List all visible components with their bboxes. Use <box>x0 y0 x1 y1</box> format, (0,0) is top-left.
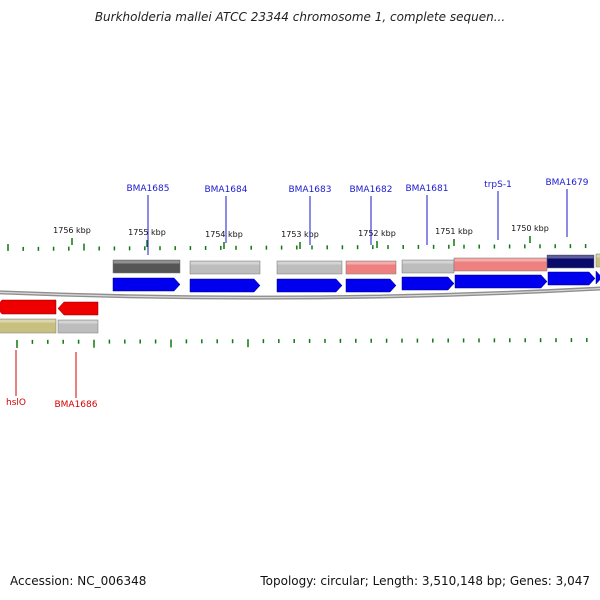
scale-label: 1754 kbp <box>205 230 243 239</box>
gene-labels[interactable]: BMA1685 BMA1684 BMA1683 BMA1682 BMA1681 trpS-… <box>6 178 589 410</box>
gene-bar-shine <box>547 255 594 259</box>
gene-bar-shine <box>113 260 180 264</box>
gene-bar[interactable] <box>112 259 181 274</box>
gene-bar[interactable] <box>57 319 99 334</box>
gene-label[interactable]: BMA1679 <box>545 178 588 188</box>
top-tick-track <box>7 243 587 251</box>
scale-label: 1755 kbp <box>128 228 166 237</box>
cds-arrow-forward[interactable] <box>401 276 455 291</box>
gene-bar[interactable] <box>595 253 600 268</box>
scale-labels: 1756 kbp 1755 kbp 1754 kbp 1753 kbp 1752 kbp… <box>53 224 549 249</box>
cds-arrow-forward[interactable] <box>189 278 261 293</box>
scale-label: 1753 kbp <box>281 230 319 239</box>
scale-label: 1756 kbp <box>53 226 91 235</box>
cds-arrow-forward[interactable] <box>345 278 397 293</box>
cds-arrow-reverse[interactable] <box>0 299 57 315</box>
gene-label[interactable]: hslO <box>6 398 26 408</box>
cds-arrow-forward[interactable] <box>595 270 600 285</box>
gene-bar-shine <box>596 254 600 258</box>
gene-label[interactable]: BMA1686 <box>54 400 97 410</box>
gene-label[interactable]: BMA1682 <box>349 185 392 195</box>
genome-summary-text: Topology: circular; Length: 3,510,148 bp… <box>260 574 590 588</box>
gene-bar[interactable] <box>189 260 261 275</box>
cds-arrow-forward[interactable] <box>547 271 596 286</box>
gene-bar-shine <box>346 261 396 265</box>
gene-bar[interactable] <box>546 254 595 269</box>
cds-arrow-forward[interactable] <box>112 277 181 292</box>
gene-bar[interactable] <box>0 318 57 334</box>
gene-label[interactable]: BMA1681 <box>405 184 448 194</box>
scale-label: 1751 kbp <box>435 227 473 236</box>
gene-bar-shine <box>454 258 547 262</box>
bottom-tick-track <box>16 338 588 348</box>
gene-bar-shine <box>277 261 342 265</box>
map-title: Burkholderia mallei ATCC 23344 chromosom… <box>94 10 506 24</box>
gene-bar[interactable] <box>345 260 397 275</box>
gene-label[interactable]: BMA1685 <box>126 184 169 194</box>
accession-text: Accession: NC_006348 <box>10 574 147 588</box>
cds-arrow-reverse[interactable] <box>57 301 99 316</box>
cds-arrow-forward[interactable] <box>276 278 343 293</box>
gene-bar-shine <box>58 320 98 324</box>
feature-track[interactable] <box>0 253 600 334</box>
gene-bar-shine <box>402 260 454 264</box>
gene-bar-shine <box>190 261 260 265</box>
gene-label[interactable]: BMA1684 <box>204 185 247 195</box>
gene-bar-shine <box>0 319 56 323</box>
gene-label[interactable]: BMA1683 <box>288 185 331 195</box>
backbone-arc-highlight <box>0 287 600 299</box>
gene-bar[interactable] <box>276 260 343 275</box>
cds-arrow-forward[interactable] <box>454 274 548 289</box>
scale-label: 1752 kbp <box>358 229 396 238</box>
gene-label[interactable]: trpS-1 <box>484 180 512 190</box>
scale-label: 1750 kbp <box>511 224 549 233</box>
